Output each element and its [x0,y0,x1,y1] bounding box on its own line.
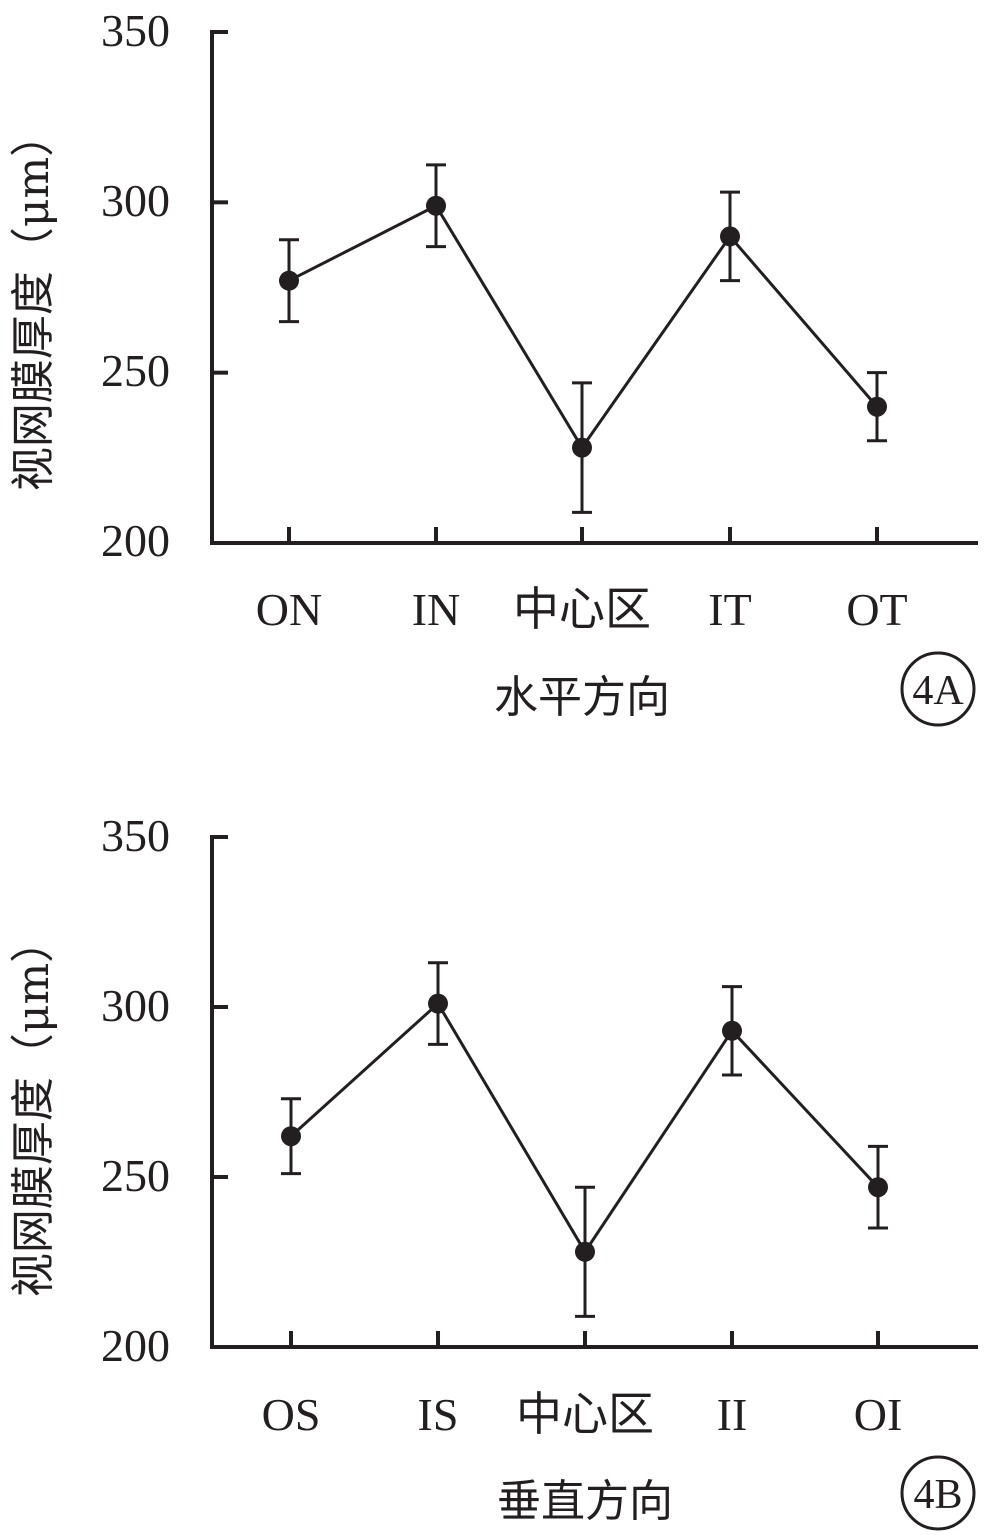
data-point [279,270,299,291]
y-tick-label-250: 250 [101,1150,170,1201]
y-tick-label-350: 350 [101,5,170,56]
x-category-label-in: IN [412,584,461,635]
data-point [720,226,740,247]
x-category-label-oi: OI [854,1389,903,1440]
panel-4a-x-categories: ON IN 中心区 IT OT [256,584,908,635]
data-point [867,396,887,417]
x-category-label-ii: II [717,1389,748,1440]
panel-4a-y-axis-title: 视网膜厚度（μm） [8,113,59,491]
y-tick-label-350: 350 [101,810,170,861]
y-tick-label-300: 300 [101,980,170,1031]
panel-4a-badge-circle [900,651,976,727]
panel-4b-x-categories: OS IS 中心区 II OI [262,1389,903,1440]
x-category-label-center: 中心区 [516,1389,654,1440]
panel-4a-badge-label: 4A [912,668,964,714]
panel-4a-y-ticks: 200 250 300 350 [101,5,170,566]
data-point [426,195,446,216]
x-category-label-ot: OT [846,584,907,635]
panel-4a-marks [210,30,978,545]
data-point [572,437,592,458]
y-tick-label-300: 300 [101,175,170,226]
panel-4b-badge-circle [900,1455,976,1531]
data-point [722,1020,742,1041]
data-point [428,993,448,1014]
x-category-label-it: IT [708,584,751,635]
y-tick-label-200: 200 [101,1320,170,1371]
panel-4b-badge-label: 4B [913,1472,962,1518]
x-category-label-is: IS [418,1389,459,1440]
panel-4b-y-ticks: 200 250 300 350 [101,810,170,1371]
data-point [281,1126,301,1147]
chart-panel-4b: 200 250 300 350 OS IS 中心区 II OI 垂直方向 视网膜… [8,810,978,1531]
data-point [868,1177,888,1198]
panel-4b-marks [210,835,978,1349]
x-category-label-os: OS [262,1389,321,1440]
panel-4b-y-axis-title: 视网膜厚度（μm） [8,919,59,1297]
x-category-label-center: 中心区 [513,584,651,635]
x-category-label-on: ON [256,584,322,635]
y-tick-label-200: 200 [101,515,170,566]
chart-panel-4a: 200 250 300 350 ON IN 中心区 IT OT 水平方向 视网膜… [8,5,978,727]
panel-4a-x-axis-title: 水平方向 [494,672,670,723]
data-point [575,1241,595,1262]
panel-4b-x-axis-title: 垂直方向 [497,1476,673,1527]
y-tick-label-250: 250 [101,345,170,396]
